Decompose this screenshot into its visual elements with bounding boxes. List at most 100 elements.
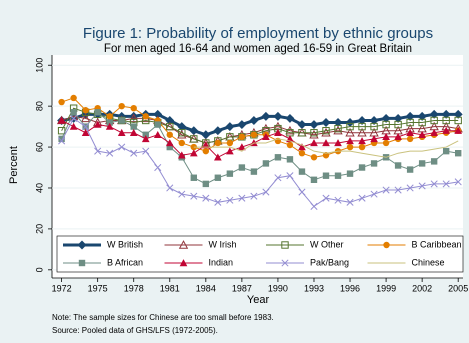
data-point: [250, 168, 258, 175]
data-point: [274, 128, 282, 136]
data-point: [454, 150, 462, 157]
data-point: [406, 166, 414, 173]
data-point: [190, 192, 198, 200]
data-point: [393, 113, 403, 123]
data-point: [118, 143, 126, 151]
legend-marker: [383, 241, 390, 249]
x-tick-label: 1993: [304, 283, 324, 293]
y-tick-label: 0: [34, 267, 44, 272]
legend-marker: [178, 240, 189, 249]
data-point: [430, 128, 438, 136]
data-point: [285, 125, 295, 135]
x-tick-label: 2005: [448, 283, 468, 293]
data-point: [370, 160, 378, 167]
data-point: [249, 115, 259, 125]
data-point: [454, 116, 462, 125]
x-tick-label: 1996: [340, 283, 360, 293]
legend-label: B African: [107, 257, 143, 267]
data-point: [178, 129, 186, 137]
data-point: [117, 128, 126, 136]
data-point: [454, 178, 462, 186]
data-point: [382, 120, 390, 129]
data-point: [154, 121, 161, 128]
legend-marker: [77, 240, 87, 250]
data-point: [250, 131, 258, 138]
data-point: [214, 198, 222, 206]
data-point: [310, 139, 318, 147]
y-tick-label: 100: [34, 58, 44, 73]
data-point: [177, 151, 186, 159]
data-point: [442, 126, 451, 134]
data-point: [442, 116, 450, 125]
y-axis-label: Percent: [8, 146, 20, 184]
data-point: [130, 104, 137, 112]
data-point: [201, 130, 211, 140]
data-point: [297, 120, 307, 130]
data-point: [82, 107, 89, 114]
data-point: [118, 117, 125, 124]
data-point: [441, 109, 451, 119]
data-point: [154, 163, 162, 172]
data-point: [213, 126, 223, 136]
data-point: [70, 94, 77, 102]
data-point: [286, 172, 294, 180]
data-point: [190, 135, 198, 143]
data-point: [381, 113, 391, 123]
data-point: [334, 124, 342, 133]
data-point: [202, 194, 210, 202]
x-tick-label: 1981: [160, 283, 180, 293]
data-point: [345, 118, 355, 127]
data-point: [442, 180, 450, 188]
data-point: [274, 154, 282, 161]
data-point: [369, 115, 379, 125]
data-point: [322, 139, 330, 147]
legend-marker: [179, 259, 188, 267]
data-point: [262, 160, 270, 167]
data-point: [106, 119, 113, 126]
legend-label: Chinese: [412, 257, 445, 267]
data-point: [130, 149, 138, 157]
data-point: [70, 109, 77, 116]
data-point: [405, 111, 415, 121]
data-point: [322, 152, 330, 159]
data-point: [418, 130, 426, 138]
x-tick-label: 1975: [88, 283, 108, 293]
data-point: [442, 147, 450, 155]
data-point: [418, 118, 426, 127]
data-point: [80, 113, 91, 123]
legend-label: W Irish: [209, 239, 237, 249]
data-point: [129, 113, 139, 123]
data-point: [202, 180, 210, 188]
data-point: [430, 158, 438, 165]
series-line: [61, 107, 459, 144]
legend-label: B Caribbean: [412, 239, 462, 249]
data-point: [358, 164, 366, 171]
legend-marker: [281, 241, 289, 249]
legend-label: W British: [107, 239, 143, 249]
data-point: [345, 127, 355, 137]
data-point: [238, 194, 246, 202]
series-line: [61, 120, 459, 158]
data-point: [394, 132, 402, 141]
data-point: [358, 143, 366, 151]
data-point: [453, 109, 463, 119]
data-point: [226, 196, 234, 204]
chart-subtitle: For men aged 16-64 and women aged 16-59 …: [104, 43, 412, 55]
data-point: [142, 113, 149, 120]
data-point: [262, 132, 270, 141]
data-point: [406, 135, 414, 143]
x-tick-label: 1978: [124, 283, 144, 293]
data-point: [346, 137, 354, 145]
data-point: [214, 139, 222, 147]
series-line: [61, 112, 459, 137]
x-tick-label: 1999: [376, 283, 396, 293]
data-point: [129, 128, 138, 136]
data-point: [429, 109, 439, 119]
data-point: [298, 188, 306, 196]
data-point: [358, 194, 366, 202]
data-point: [250, 192, 258, 200]
data-point: [346, 170, 354, 177]
x-tick-label: 1984: [196, 283, 216, 293]
data-point: [214, 153, 222, 161]
